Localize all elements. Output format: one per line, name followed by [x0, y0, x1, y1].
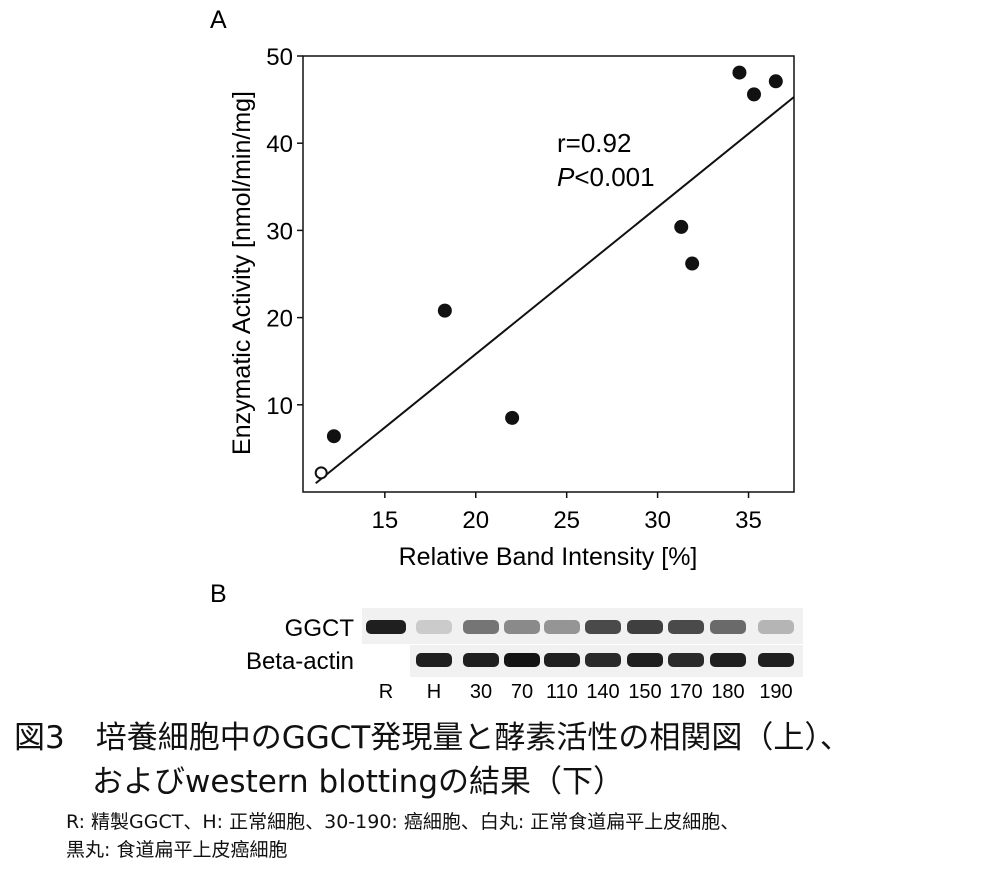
caption-note: R: 精製GGCT、H: 正常細胞、30-190: 癌細胞、白丸: 正常食道扁平… [14, 808, 994, 864]
blot-lane-label: 70 [511, 681, 533, 703]
y-tick-label: 30 [266, 218, 293, 245]
blot-band [668, 653, 704, 667]
x-tick-label: 35 [735, 507, 762, 534]
data-points [314, 65, 783, 480]
y-tick-label: 20 [266, 306, 293, 333]
filled-data-point [746, 87, 761, 102]
blot-lane-label: 110 [546, 681, 578, 703]
x-tick-label: 25 [553, 507, 580, 534]
blot-lane-label: 190 [759, 681, 792, 703]
blot-band [627, 620, 663, 634]
blot-band [627, 653, 663, 667]
blot-band [710, 620, 746, 634]
blot-lane-label: 170 [669, 681, 702, 703]
blot-lane-label: R [379, 681, 393, 703]
blot-band [504, 620, 540, 634]
blot-band [710, 653, 746, 667]
blot-band [416, 620, 452, 634]
x-tick-label: 30 [644, 507, 671, 534]
blot-band [585, 653, 621, 667]
caption-note-line: R: 精製GGCT、H: 正常細胞、30-190: 癌細胞、白丸: 正常食道扁平… [66, 811, 740, 833]
blot-band [758, 620, 794, 634]
blot-band [668, 620, 704, 634]
blot-band [504, 653, 540, 667]
blot-lane-label: H [427, 681, 441, 703]
blot-lane-label: 140 [586, 681, 619, 703]
regression-line [315, 96, 795, 485]
filled-data-point [768, 74, 783, 89]
plot-frame [302, 55, 795, 493]
filled-data-point [732, 65, 747, 80]
blot-lane-label: 30 [470, 681, 492, 703]
blot-band [366, 620, 406, 634]
p-value: P<0.001 [557, 162, 655, 192]
x-axis: 15 20 25 30 35 [371, 492, 762, 534]
caption-title: 図3 培養細胞中のGGCT発現量と酵素活性の相関図（上）、 [14, 720, 851, 756]
scatter-plot: 15 20 25 30 35 10 20 30 40 50 r=0.92 P<0.001 [266, 44, 795, 534]
western-blot: GGCT Beta-actin R H 30 70 110 140 150 170 180 190 [246, 608, 803, 703]
figure-caption: 図3 培養細胞中のGGCT発現量と酵素活性の相関図（上）、 およびwestern… [14, 716, 994, 864]
filled-data-point [685, 256, 700, 271]
filled-data-point [437, 303, 452, 318]
y-tick-label: 50 [266, 44, 293, 71]
x-tick-label: 15 [371, 507, 398, 534]
blot-row-label: GGCT [285, 615, 355, 642]
open-data-point [314, 466, 328, 480]
blot-band [585, 620, 621, 634]
blot-band [544, 620, 580, 634]
panel-a-label: A [210, 6, 227, 34]
blot-row-label: Beta-actin [246, 648, 354, 675]
y-tick-label: 10 [266, 393, 293, 420]
blot-lane-label: 150 [628, 681, 661, 703]
caption-note-line: 黒丸: 食道扁平上皮癌細胞 [66, 839, 288, 861]
blot-band [416, 653, 452, 667]
correlation-coefficient: r=0.92 [557, 128, 631, 158]
caption-title-continued: およびwestern blottingの結果（下） [92, 764, 625, 800]
blot-band [463, 653, 499, 667]
x-axis-title: Relative Band Intensity [%] [399, 543, 698, 571]
x-tick-label: 20 [462, 507, 489, 534]
blot-band [463, 620, 499, 634]
y-axis-title: Enzymatic Activity [nmol/min/mg] [228, 91, 256, 455]
blot-band [758, 653, 794, 667]
y-tick-label: 40 [266, 131, 293, 158]
blot-band [544, 653, 580, 667]
filled-data-point [505, 410, 520, 425]
filled-data-point [674, 219, 689, 234]
y-axis: 10 20 30 40 50 [266, 44, 303, 420]
panel-b-label: B [210, 580, 227, 608]
blot-lane-label: 180 [711, 681, 744, 703]
filled-data-point [326, 429, 341, 444]
